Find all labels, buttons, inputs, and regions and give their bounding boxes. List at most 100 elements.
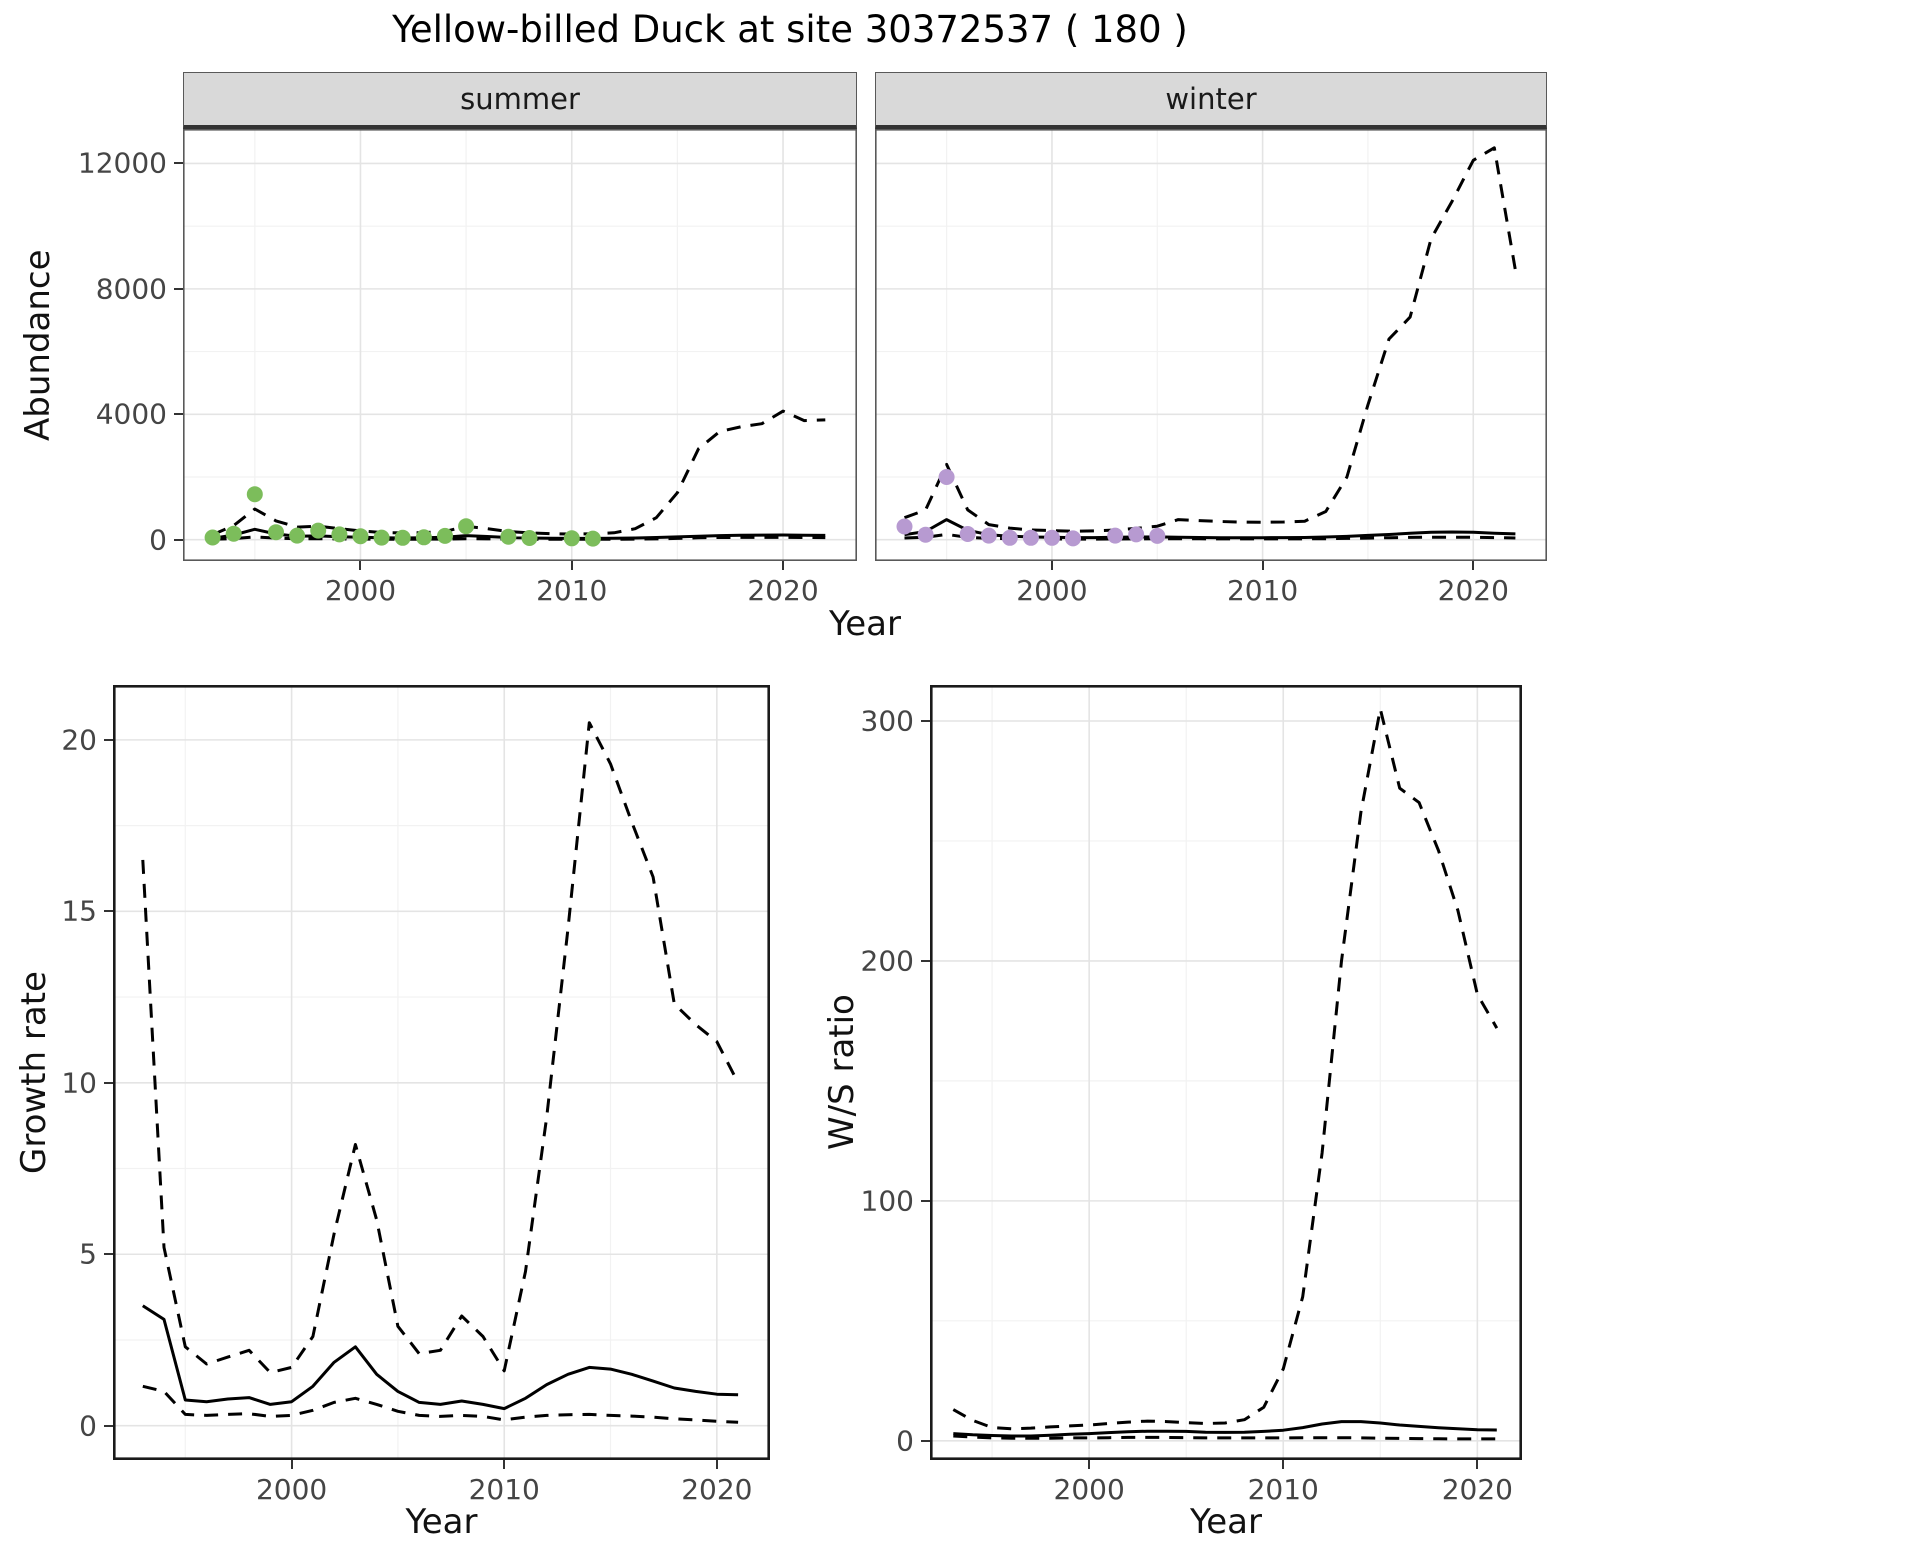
- axis-tick-mark: [1050, 561, 1053, 570]
- data-point-observed_counts: [268, 524, 284, 541]
- axis-tick-mark: [1088, 1460, 1091, 1469]
- axis-tick-mark: [921, 719, 930, 722]
- data-point-observed_counts: [563, 530, 580, 547]
- series-upper_ci: [141, 721, 740, 1375]
- chart-panel-growth_rate: [113, 685, 770, 1460]
- chart-panel-abundance_summer: [183, 129, 857, 561]
- series-upper_ci: [903, 146, 1517, 533]
- data-point-observed_counts: [959, 526, 976, 542]
- axis-tick-mark: [174, 538, 183, 541]
- axis-tick-label: 0: [79, 1409, 97, 1443]
- axis-tick-label: 2020: [1441, 1473, 1513, 1506]
- axis-tick-label: 0: [149, 523, 167, 557]
- facet-strip-winter-label: winter: [1165, 82, 1257, 116]
- data-point-observed_counts: [1128, 526, 1145, 543]
- axis-tick-mark: [104, 1424, 113, 1427]
- data-point-observed_counts: [1149, 527, 1166, 544]
- axis-tick-mark: [1476, 1460, 1479, 1469]
- axis-tick-mark: [104, 1253, 113, 1256]
- axis-tick-label: 2010: [1226, 574, 1299, 607]
- axis-tick-mark: [782, 561, 785, 570]
- axis-tick-mark: [715, 1460, 718, 1469]
- chart-panel-abundance_winter: [875, 129, 1547, 561]
- axis-tick-mark: [104, 738, 113, 741]
- axis-tick-mark: [921, 959, 930, 962]
- axis-tick-mark: [503, 1460, 506, 1469]
- data-point-observed_counts: [1044, 529, 1060, 546]
- axis-tick-mark: [921, 1439, 930, 1442]
- axis-tick-label: 2000: [255, 1473, 328, 1506]
- axis-tick-mark: [1472, 561, 1475, 570]
- axis-tick-label: 2010: [468, 1473, 540, 1506]
- axis-tick-label: 2020: [747, 574, 819, 607]
- axis-tick-mark: [359, 561, 362, 570]
- axis-tick-label: 0: [896, 1424, 914, 1458]
- facet-strip-summer: summer: [183, 72, 857, 129]
- chart-panel-ws_ratio: [930, 685, 1522, 1460]
- series-lower_ci: [953, 1434, 1497, 1441]
- axis-tick-mark: [174, 287, 183, 290]
- axis-tick-mark: [1282, 1460, 1285, 1469]
- data-point-observed_counts: [352, 528, 369, 545]
- data-point-observed_counts: [500, 528, 517, 545]
- axis-tick-mark: [174, 162, 183, 165]
- series-lower_ci: [142, 1384, 739, 1424]
- series-median_fit: [141, 1304, 739, 1411]
- axis-tick-label: 5: [79, 1237, 97, 1271]
- axis-tick-label: 4000: [95, 397, 167, 431]
- axis-tick-mark: [921, 1199, 930, 1202]
- data-point-observed_counts: [289, 527, 306, 544]
- x-axis-title-year-top: Year: [829, 604, 901, 644]
- axis-tick-label: 20: [61, 723, 97, 757]
- data-point-observed_counts: [331, 526, 348, 543]
- series-upper_ci: [212, 409, 826, 537]
- x-axis-title-year-ws: Year: [1190, 1502, 1262, 1542]
- data-point-observed_counts: [584, 530, 601, 547]
- axis-tick-mark: [1261, 561, 1264, 570]
- axis-tick-mark: [570, 561, 573, 570]
- axis-tick-label: 100: [860, 1184, 914, 1218]
- facet-strip-summer-label: summer: [460, 82, 580, 116]
- data-point-observed_counts: [373, 529, 390, 546]
- data-point-observed_counts: [437, 527, 453, 544]
- axis-tick-label: 2000: [324, 574, 397, 607]
- data-point-observed_counts: [225, 525, 242, 542]
- data-point-observed_counts: [458, 518, 475, 535]
- data-point-observed_counts: [938, 469, 955, 485]
- axis-tick-label: 2000: [1016, 574, 1088, 607]
- plot-title: Yellow-billed Duck at site 30372537 ( 18…: [392, 8, 1188, 51]
- axis-tick-label: 2020: [1437, 574, 1509, 607]
- y-axis-title-ws-ratio: W/S ratio: [822, 994, 862, 1151]
- axis-tick-label: 8000: [95, 272, 167, 306]
- data-point-observed_counts: [521, 530, 538, 546]
- y-axis-title-abundance: Abundance: [18, 249, 58, 441]
- data-point-observed_counts: [246, 486, 263, 503]
- data-point-observed_counts: [394, 529, 411, 546]
- data-point-observed_counts: [1001, 529, 1018, 546]
- axis-tick-label: 300: [860, 704, 914, 738]
- data-point-observed_counts: [896, 518, 913, 535]
- data-point-observed_counts: [917, 526, 934, 543]
- facet-strip-winter: winter: [875, 72, 1547, 129]
- axis-tick-mark: [104, 910, 113, 913]
- axis-tick-label: 15: [61, 894, 97, 928]
- axis-tick-label: 2010: [536, 574, 608, 607]
- axis-tick-mark: [290, 1460, 293, 1469]
- axis-tick-mark: [104, 1081, 113, 1084]
- data-point-observed_counts: [1107, 527, 1124, 544]
- y-axis-title-growth-rate: Growth rate: [14, 971, 54, 1174]
- data-point-observed_counts: [415, 529, 432, 546]
- data-point-observed_counts: [980, 527, 997, 544]
- axis-tick-label: 2020: [681, 1473, 753, 1506]
- data-point-observed_counts: [204, 529, 221, 546]
- axis-tick-mark: [174, 413, 183, 416]
- axis-tick-label: 200: [860, 944, 914, 978]
- data-point-observed_counts: [1022, 529, 1039, 546]
- series-lower_ci: [212, 535, 826, 541]
- series-upper_ci: [952, 707, 1499, 1431]
- axis-tick-label: 2010: [1247, 1473, 1319, 1506]
- axis-tick-label: 12000: [77, 146, 167, 180]
- series-median_fit: [953, 1420, 1497, 1438]
- x-axis-title-year-growth: Year: [405, 1502, 478, 1542]
